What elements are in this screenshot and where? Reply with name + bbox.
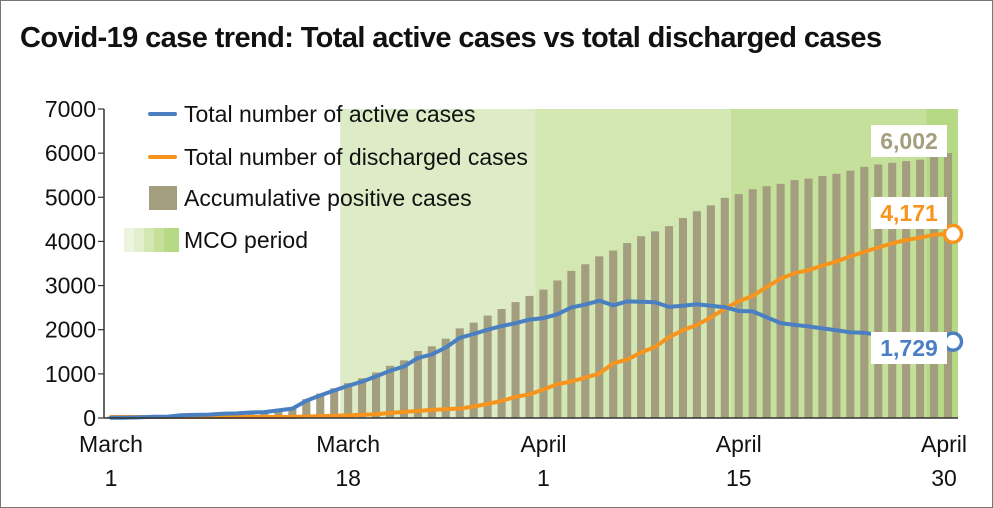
mco-band-2	[535, 109, 731, 418]
y-tick-label-5000: 5000	[45, 184, 96, 210]
legend-accumulative-positive-cases-swatch	[149, 186, 177, 210]
bar-2020-04-09	[651, 231, 660, 418]
bar-2020-03-30	[511, 302, 520, 418]
bar-2020-04-23	[846, 170, 855, 418]
bar-2020-04-18	[776, 183, 785, 418]
y-tick-label-4000: 4000	[45, 228, 96, 254]
x-tick-label-4-month: April	[921, 431, 967, 457]
end-label-total-number-of-active-cases-bg	[871, 332, 947, 364]
end-marker-total-number-of-active-cases	[942, 331, 964, 352]
legend-mco-period-swatch-3	[144, 228, 154, 252]
x-tick-label-3-month: April	[716, 431, 762, 457]
bar-2020-04-24	[860, 166, 869, 418]
legend-mco-period-swatch-5	[164, 228, 179, 252]
end-label-accumulative-positive-cases: 6,002	[880, 128, 938, 154]
legend-mco-period-label: MCO period	[184, 227, 308, 253]
bar-2020-04-30	[943, 153, 953, 418]
legend-mco-period-swatch-2	[134, 228, 144, 252]
line-total-number-of-discharged-cases	[109, 231, 950, 419]
bar-2020-03-23	[413, 350, 422, 418]
bar-2020-04-26	[888, 162, 897, 418]
bar-2020-04-05	[595, 256, 604, 418]
bar-2020-04-10	[664, 226, 674, 418]
x-tick-label-1-day: 18	[335, 465, 361, 491]
bar-2020-03-18	[344, 383, 353, 418]
x-tick-label-3-day: 15	[726, 465, 752, 491]
lines	[109, 223, 964, 420]
x-tick-label-2-day: 1	[537, 465, 550, 491]
line-total-number-of-active-cases	[109, 298, 950, 420]
bar-2020-04-12	[692, 211, 701, 418]
bar-2020-03-15	[302, 399, 311, 418]
bar-2020-03-29	[497, 308, 506, 418]
legend: Total number of active cases Total number…	[124, 101, 528, 253]
bar-2020-03-20	[372, 372, 381, 418]
bar-2020-03-11	[246, 411, 255, 418]
end-marker-total-number-of-discharged-cases	[942, 223, 964, 245]
end-label-total-number-of-discharged-cases-bg	[871, 197, 947, 229]
bars	[106, 153, 953, 419]
bar-2020-04-01	[539, 289, 548, 418]
bar-2020-04-16	[748, 189, 757, 418]
bar-2020-04-20	[804, 178, 813, 418]
y-tick-label-0: 0	[83, 405, 96, 431]
bar-2020-03-13	[274, 409, 283, 418]
y-tick-label-1000: 1000	[45, 361, 96, 387]
legend-accumulative-positive-cases-label: Accumulative positive cases	[184, 185, 472, 211]
bar-2020-03-12	[260, 411, 269, 418]
bar-2020-04-28	[916, 159, 925, 418]
bar-2020-04-04	[581, 264, 590, 418]
x-tick-label-4-day: 30	[931, 465, 957, 491]
bar-2020-03-24	[427, 346, 436, 418]
legend-total-number-of-discharged-cases-label: Total number of discharged cases	[184, 144, 528, 170]
bar-2020-03-26	[455, 328, 464, 418]
end-label-total-number-of-active-cases: 1,729	[880, 335, 938, 361]
y-tick-label-7000: 7000	[45, 96, 96, 122]
y-tick-label-6000: 6000	[45, 140, 96, 166]
bar-2020-04-06	[609, 250, 618, 418]
bar-2020-04-17	[762, 186, 771, 418]
axes: 0 1000 2000 3000 4000 5000 6000 7000 March 1 March…	[45, 96, 967, 491]
bar-2020-04-29	[930, 155, 939, 418]
bar-2020-03-28	[483, 315, 492, 418]
bar-2020-03-31	[525, 295, 534, 418]
bar-2020-04-19	[790, 180, 799, 418]
end-label-accumulative-positive-cases-bg	[871, 125, 947, 157]
y-tick-label-2000: 2000	[45, 317, 96, 343]
end-label-total-number-of-discharged-cases: 4,171	[880, 200, 938, 226]
legend-total-number-of-active-cases-label: Total number of active cases	[184, 101, 475, 127]
bar-2020-03-21	[385, 365, 395, 418]
chart-title: Covid-19 case trend: Total active cases …	[20, 22, 882, 54]
x-tick-label-1-month: March	[316, 431, 380, 457]
bar-2020-03-17	[330, 388, 339, 418]
bar-2020-04-27	[902, 161, 911, 419]
bar-2020-04-02	[553, 280, 562, 418]
bar-2020-04-13	[706, 205, 715, 418]
bar-2020-04-25	[874, 164, 883, 418]
bar-2020-03-14	[288, 407, 297, 418]
x-tick-label-2-month: April	[520, 431, 566, 457]
bar-2020-04-07	[623, 243, 632, 418]
legend-mco-period-swatch-1	[124, 228, 134, 252]
bar-2020-04-15	[734, 194, 743, 418]
bar-2020-04-21	[818, 176, 827, 418]
bar-2020-04-11	[678, 218, 687, 418]
y-tick-label-3000: 3000	[45, 273, 96, 299]
bar-2020-04-22	[832, 173, 841, 418]
legend-mco-period-swatch-4	[154, 228, 164, 252]
bar-2020-03-25	[441, 338, 450, 418]
bar-2020-03-19	[358, 378, 367, 418]
x-tick-label-0-month: March	[79, 431, 143, 457]
bar-2020-04-08	[637, 236, 646, 418]
bar-2020-03-16	[316, 393, 325, 418]
bar-2020-04-03	[567, 270, 576, 418]
bar-2020-03-27	[469, 322, 478, 418]
end-labels: 6,002 4,171 1,729	[871, 125, 947, 364]
bar-2020-03-22	[399, 360, 408, 418]
x-tick-label-0-day: 1	[105, 465, 118, 491]
